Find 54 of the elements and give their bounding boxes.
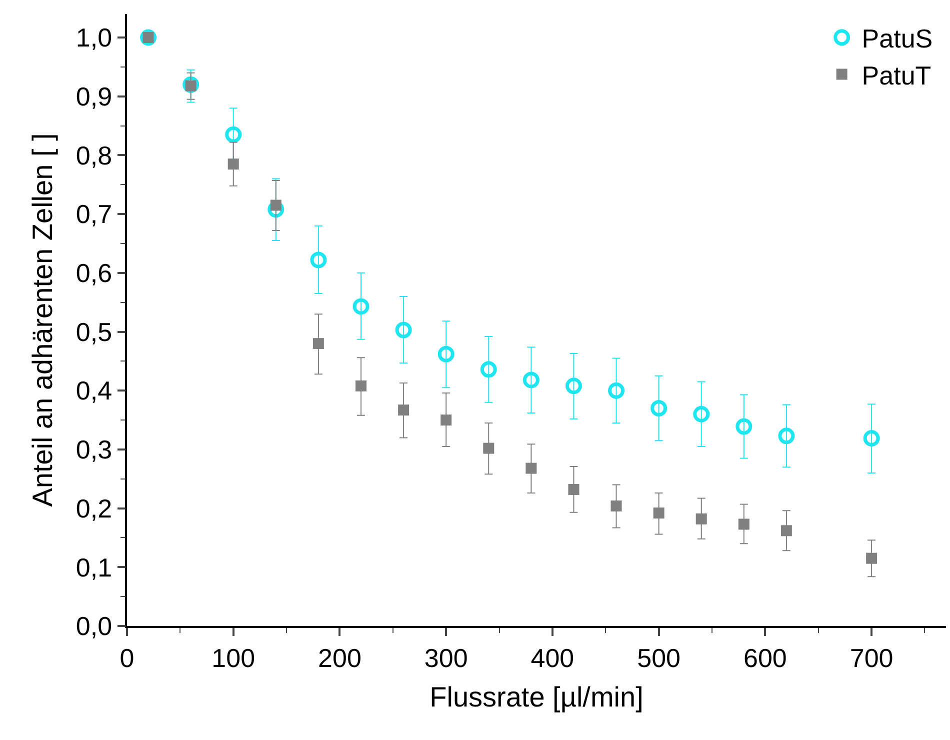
point xyxy=(522,372,540,388)
point xyxy=(866,552,878,564)
point xyxy=(693,406,710,422)
y-tick-label: 0,2 xyxy=(76,493,112,524)
point xyxy=(438,346,454,362)
point xyxy=(780,525,792,536)
point xyxy=(738,518,750,530)
y-tick-label: 0,8 xyxy=(76,140,112,170)
y-tick-label: 1,0 xyxy=(76,22,112,53)
x-tick-label: 400 xyxy=(530,642,574,673)
point xyxy=(696,513,707,524)
x-tick-label: 200 xyxy=(318,642,362,673)
y-axis-title: Anteil an adhärenten Zellen [ ] xyxy=(27,133,58,507)
point xyxy=(398,404,410,416)
y-tick-label: 0,7 xyxy=(76,199,112,230)
y-tick-label: 0,6 xyxy=(76,258,112,288)
x-tick-label: 100 xyxy=(212,642,256,673)
y-tick-label: 0,9 xyxy=(76,81,112,112)
y-tick-label: 0,0 xyxy=(76,611,112,642)
point xyxy=(778,428,795,444)
legend-label: PatuS xyxy=(862,24,933,54)
point xyxy=(140,29,157,46)
point xyxy=(440,414,452,426)
legend-label: PatuT xyxy=(862,60,932,90)
point xyxy=(395,322,412,338)
point xyxy=(268,201,284,218)
point xyxy=(565,378,582,394)
point xyxy=(352,298,370,315)
x-tick-label: 600 xyxy=(743,642,787,673)
x-tick-label: 0 xyxy=(120,642,134,673)
x-tick-label: 300 xyxy=(424,642,468,673)
point xyxy=(650,400,668,417)
y-tick-label: 0,5 xyxy=(76,316,112,347)
point xyxy=(608,382,625,399)
point xyxy=(356,380,366,392)
point xyxy=(182,76,200,93)
point xyxy=(863,430,880,447)
point xyxy=(480,361,497,378)
y-tick-label: 0,4 xyxy=(76,376,112,406)
point xyxy=(736,418,752,435)
point xyxy=(610,500,622,512)
x-axis-title: Flussrate [µl/min] xyxy=(430,682,644,713)
y-tick-label: 0,1 xyxy=(76,552,112,582)
x-tick-label: 700 xyxy=(850,642,894,673)
y-tick-label: 0,3 xyxy=(76,434,112,465)
point xyxy=(228,158,239,170)
point xyxy=(653,508,664,519)
point xyxy=(225,126,242,143)
point xyxy=(568,484,580,495)
point xyxy=(310,252,327,268)
x-tick-label: 500 xyxy=(637,642,681,673)
point xyxy=(526,462,537,474)
point xyxy=(483,442,494,454)
point xyxy=(312,338,324,350)
